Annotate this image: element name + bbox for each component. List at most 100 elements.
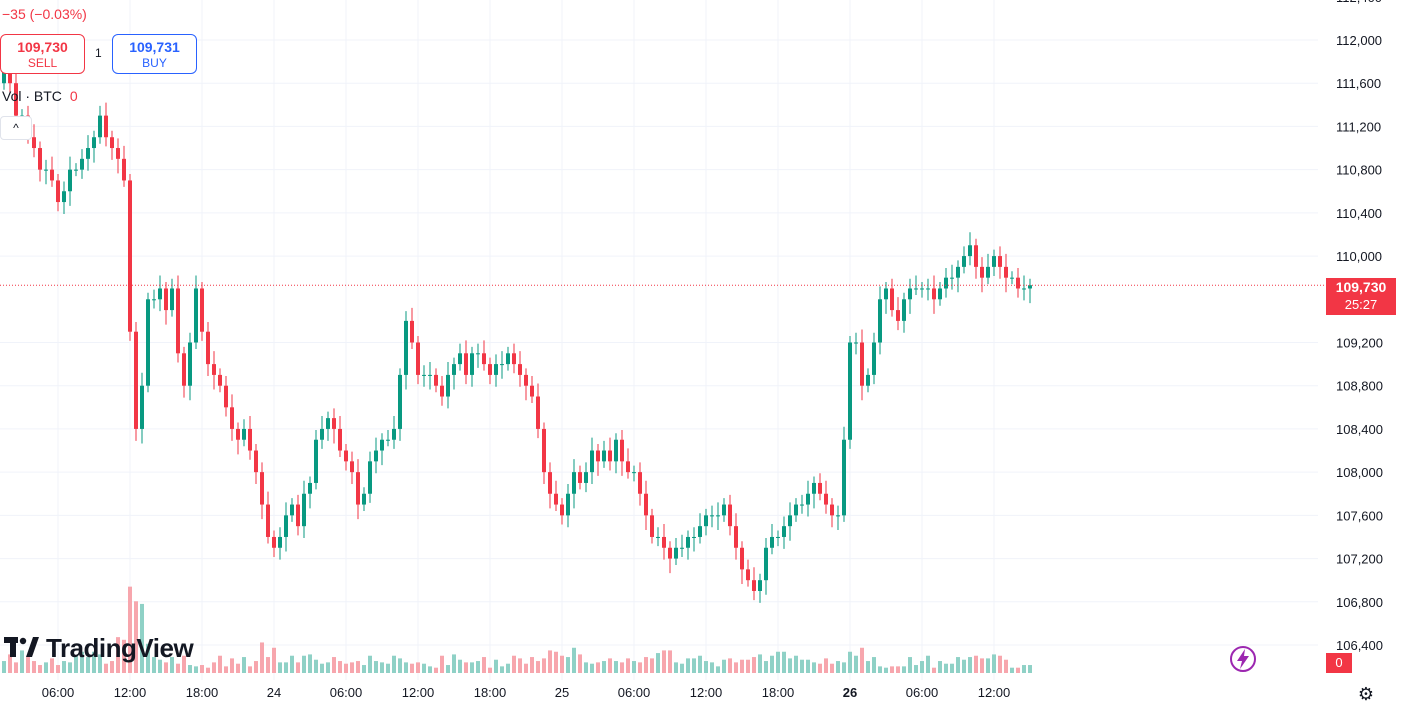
candle-body <box>770 536 774 548</box>
candle-body <box>326 418 330 429</box>
volume-bar <box>698 655 702 673</box>
candle-body <box>344 450 348 462</box>
candle-body <box>914 288 918 290</box>
volume-bar <box>302 655 306 673</box>
volume-bar <box>650 658 654 673</box>
volume-bar <box>812 662 816 673</box>
candle-body <box>764 547 768 581</box>
candle-body <box>266 504 270 537</box>
lightning-icon[interactable] <box>1228 644 1258 674</box>
candle-body <box>896 310 900 321</box>
candle-body <box>572 472 576 494</box>
volume-bar <box>470 662 474 673</box>
volume-bar <box>920 661 924 673</box>
volume-bar <box>116 637 120 673</box>
candle-body <box>2 72 6 84</box>
candle-body <box>782 526 786 537</box>
candle-body <box>548 472 552 494</box>
candle-body <box>488 364 492 375</box>
volume-bar <box>764 661 768 673</box>
candle-body <box>680 547 684 549</box>
candle-body <box>410 320 414 343</box>
volume-bar <box>998 655 1002 673</box>
sell-button[interactable]: 109,730 SELL <box>0 34 85 74</box>
volume-bar <box>1022 665 1026 673</box>
volume-bar <box>806 659 810 673</box>
candle-body <box>158 288 162 300</box>
volume-bar <box>38 665 42 673</box>
candle-body <box>836 515 840 517</box>
volume-bar <box>704 661 708 673</box>
candle-body <box>308 482 312 494</box>
volume-bar <box>836 661 840 673</box>
candle-body <box>218 374 222 386</box>
candle-body <box>32 137 36 149</box>
candle-body <box>1022 288 1026 290</box>
volume-bar <box>26 657 30 673</box>
candle-body <box>938 288 942 300</box>
brand-name: TradingView <box>46 632 194 663</box>
time-tick-label: 18:00 <box>474 685 507 700</box>
candle-body <box>398 374 402 429</box>
volume-bar <box>656 653 660 673</box>
candle-body <box>1016 277 1020 289</box>
volume-legend[interactable]: Vol · BTC 0 <box>2 88 78 104</box>
volume-bar <box>8 654 12 673</box>
candle-body <box>758 580 762 591</box>
volume-bar <box>314 659 318 673</box>
candle-body <box>428 374 432 376</box>
volume-bar <box>92 651 96 673</box>
volume-bar <box>710 662 714 673</box>
price-axis[interactable]: 112,400 112,000 111,600 111,200 110,800 110,4… <box>1336 0 1383 653</box>
candle-body <box>374 450 378 462</box>
collapse-legend-button[interactable]: ^ <box>0 116 32 140</box>
candle-body <box>290 504 294 516</box>
candle-body <box>512 353 516 365</box>
candle-body <box>878 299 882 343</box>
time-tick-label: 26 <box>843 685 857 700</box>
volume-bar <box>530 657 534 673</box>
time-tick-label: 25 <box>555 685 569 700</box>
volume-bar <box>200 665 204 673</box>
candle-body <box>710 515 714 517</box>
volume-bar <box>86 657 90 673</box>
candle-body <box>704 515 708 527</box>
volume-bar <box>512 655 516 673</box>
volume-bar <box>740 659 744 673</box>
volume-bar <box>752 657 756 673</box>
volume-bar <box>548 650 552 673</box>
candle-body <box>974 245 978 267</box>
buy-button[interactable]: 109,731 BUY <box>112 34 197 74</box>
candle-body <box>698 526 702 537</box>
price-tick-label: 108,400 <box>1336 422 1383 437</box>
candle-body <box>332 418 336 429</box>
time-tick-label: 12:00 <box>402 685 435 700</box>
candle-body <box>584 472 588 483</box>
price-tick-label: 108,800 <box>1336 379 1383 394</box>
candle-body <box>188 342 192 386</box>
volume-legend-value: 0 <box>69 88 78 104</box>
volume-bar <box>728 658 732 673</box>
candle-body <box>746 569 750 581</box>
tradingview-logo[interactable]: TradingView <box>4 632 194 664</box>
candle-body <box>14 83 18 116</box>
candle-body <box>908 288 912 300</box>
settings-gear-icon[interactable]: ⚙ <box>1357 684 1375 704</box>
volume-bar <box>134 601 138 673</box>
candle-body <box>554 493 558 505</box>
price-tick-label: 107,600 <box>1336 508 1383 523</box>
volume-bar <box>488 667 492 673</box>
volume-bar <box>242 657 246 673</box>
candle-body <box>470 353 474 375</box>
candle-body <box>890 288 894 311</box>
candle-body <box>692 536 696 538</box>
volume-bar <box>458 659 462 673</box>
order-quantity[interactable]: 1 <box>95 46 102 60</box>
current-price-tag: 109,730 25:27 <box>1326 278 1396 315</box>
time-tick-label: 06:00 <box>42 685 75 700</box>
candle-body <box>74 169 78 171</box>
candle-body <box>164 288 168 311</box>
candle-body <box>926 288 930 290</box>
time-axis[interactable]: 06:00 12:00 18:00 24 06:00 12:00 18:00 25 06:00 1… <box>42 685 1011 700</box>
